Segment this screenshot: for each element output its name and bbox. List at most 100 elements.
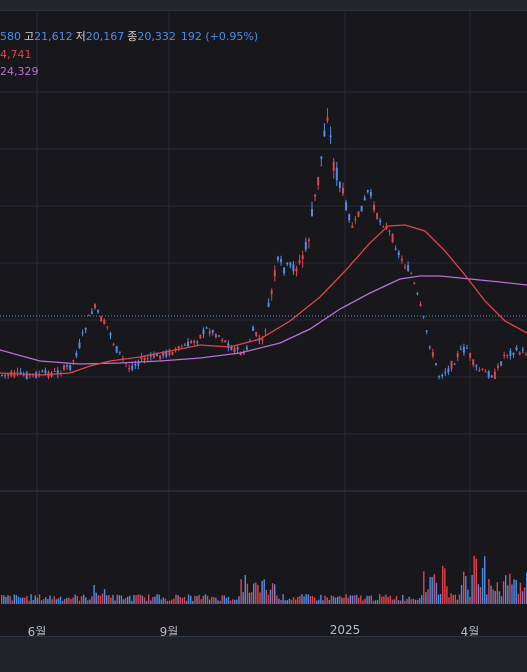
candle-body bbox=[109, 333, 112, 336]
volume-bar bbox=[297, 596, 299, 604]
volume-bar bbox=[110, 597, 112, 604]
volume-bar bbox=[435, 582, 438, 604]
chart-area[interactable]: 580 고21,612 저20,167 종20,332 192 (+0.95%) 4,7… bbox=[0, 11, 527, 639]
volume-bar bbox=[43, 598, 45, 604]
candle-body bbox=[44, 370, 47, 374]
volume-bar bbox=[120, 595, 123, 604]
volume-bar bbox=[269, 589, 272, 604]
volume-bar bbox=[223, 595, 225, 604]
volume-bar bbox=[225, 597, 228, 604]
volume-bar bbox=[439, 594, 442, 604]
candle-body bbox=[112, 343, 115, 345]
candle-body bbox=[276, 256, 279, 260]
volume-bar bbox=[341, 597, 343, 604]
candle-body bbox=[22, 374, 25, 376]
candle-body bbox=[202, 329, 205, 335]
candle-body bbox=[196, 341, 199, 343]
volume-bar bbox=[150, 600, 152, 604]
volume-bar bbox=[292, 597, 295, 604]
candle-body bbox=[404, 266, 406, 268]
volume-bar bbox=[408, 596, 410, 604]
candle-body bbox=[66, 365, 69, 367]
volume-bar bbox=[47, 599, 49, 604]
candle-body bbox=[94, 304, 96, 308]
volume-bar bbox=[458, 594, 461, 604]
candle-body bbox=[87, 314, 90, 316]
volume-bar bbox=[9, 596, 11, 604]
volume-bar bbox=[169, 600, 171, 604]
candle-body bbox=[177, 345, 180, 349]
candle-body bbox=[208, 331, 211, 334]
volume-bar bbox=[402, 594, 404, 604]
candle-body bbox=[78, 342, 81, 348]
volume-bar bbox=[95, 592, 97, 604]
candle-body bbox=[106, 326, 109, 328]
candle-body bbox=[152, 354, 155, 359]
candle-body bbox=[410, 273, 413, 275]
volume-bar bbox=[236, 599, 238, 604]
volume-bar bbox=[133, 594, 135, 604]
volume-bar bbox=[326, 597, 328, 604]
volume-bar bbox=[364, 598, 366, 604]
candle-body bbox=[289, 262, 292, 266]
volume-bar bbox=[492, 589, 494, 604]
volume-bar bbox=[248, 592, 251, 604]
candle-body bbox=[199, 334, 202, 339]
candle-body bbox=[348, 214, 351, 221]
volume-bar bbox=[307, 594, 309, 604]
volume-bar bbox=[463, 571, 465, 604]
candle-body bbox=[261, 339, 264, 341]
volume-bar bbox=[246, 583, 249, 604]
volume-bar bbox=[1, 595, 3, 604]
candle-body bbox=[69, 364, 72, 371]
volume-bar bbox=[173, 598, 175, 604]
volume-bar bbox=[19, 597, 22, 604]
price-chart[interactable] bbox=[0, 11, 527, 636]
volume-bar bbox=[360, 595, 362, 604]
candle-body bbox=[394, 248, 397, 250]
volume-bar bbox=[229, 600, 232, 604]
candle-body bbox=[354, 219, 357, 221]
volume-bar bbox=[425, 592, 427, 604]
volume-bar bbox=[400, 600, 402, 604]
volume-bar bbox=[343, 597, 345, 604]
candle-body bbox=[515, 347, 518, 350]
volume-bar bbox=[28, 600, 30, 604]
close-label: 종 bbox=[127, 30, 138, 43]
volume-bar bbox=[99, 595, 102, 604]
volume-bar bbox=[282, 594, 284, 604]
candle-body bbox=[90, 311, 93, 314]
volume-bar bbox=[250, 592, 253, 604]
volume-bar bbox=[206, 595, 209, 604]
volume-bar bbox=[211, 596, 213, 604]
candle-body bbox=[382, 226, 385, 228]
candle-body bbox=[211, 330, 214, 333]
candle-body bbox=[140, 356, 143, 360]
volume-bar bbox=[89, 599, 91, 604]
volume-bar bbox=[286, 600, 288, 604]
volume-bar bbox=[509, 573, 511, 604]
volume-bar bbox=[475, 558, 477, 604]
volume-bar bbox=[313, 597, 316, 604]
volume-bar bbox=[471, 575, 473, 604]
candle-body bbox=[193, 340, 196, 343]
candle-body bbox=[168, 349, 171, 356]
volume-bar bbox=[5, 597, 7, 604]
volume-bar bbox=[496, 582, 498, 604]
candle-body bbox=[441, 374, 444, 377]
candle-body bbox=[335, 167, 338, 181]
volume-bar bbox=[137, 594, 139, 604]
volume-bar bbox=[374, 600, 377, 604]
volume-bar bbox=[244, 575, 246, 604]
candle-body bbox=[115, 346, 118, 353]
volume-bar bbox=[152, 596, 154, 604]
low-value: 20,167 bbox=[85, 30, 125, 43]
candle-body bbox=[407, 265, 410, 272]
volume-bar bbox=[421, 595, 423, 604]
volume-bar bbox=[448, 597, 450, 604]
candle-body bbox=[56, 370, 59, 375]
candle-body bbox=[469, 353, 472, 358]
volume-bar bbox=[11, 600, 13, 604]
volume-bar bbox=[288, 598, 291, 604]
volume-bar bbox=[477, 584, 480, 604]
